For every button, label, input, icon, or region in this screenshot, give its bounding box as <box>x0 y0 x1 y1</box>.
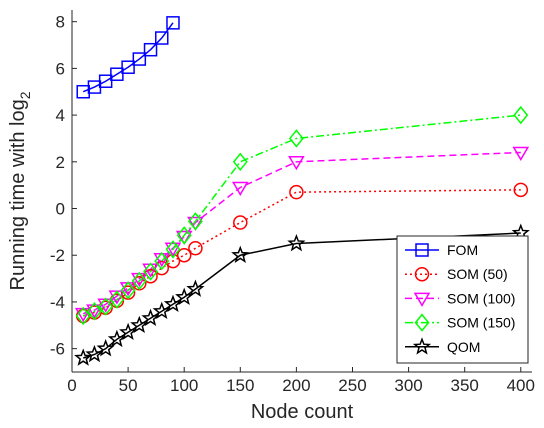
y-tick-label: 6 <box>56 59 65 78</box>
data-point-qom <box>175 287 194 306</box>
data-point-som-150 <box>176 226 192 245</box>
data-point-qom <box>141 308 160 327</box>
data-point-som-50 <box>188 240 203 256</box>
data-point-fom <box>121 60 135 74</box>
data-point-qom <box>74 348 93 366</box>
data-point-qom <box>118 322 138 341</box>
legend-marker-som-150 <box>414 313 430 332</box>
data-point-som-150 <box>154 251 170 271</box>
data-point-som-150 <box>187 212 203 231</box>
data-point-qom <box>107 329 127 348</box>
x-tick-label: 0 <box>67 376 76 395</box>
data-point-som-100 <box>86 304 103 319</box>
y-tick-label: -6 <box>50 340 65 359</box>
y-tick-label: 2 <box>56 153 65 172</box>
series-line-fom <box>82 22 174 93</box>
data-point-fom <box>132 52 147 66</box>
x-tick-label: 150 <box>226 376 254 395</box>
x-tick-label: 400 <box>507 376 535 395</box>
x-tick-label: 300 <box>394 376 422 395</box>
y-tick-label: 0 <box>56 200 65 219</box>
data-point-som-150 <box>513 105 529 125</box>
series-markers <box>74 16 530 366</box>
data-point-fom <box>166 16 180 30</box>
data-point-som-50 <box>233 215 248 230</box>
data-point-som-100 <box>231 181 249 196</box>
legend-marker-fom <box>415 243 429 257</box>
legend-label-som-50: SOM (50) <box>447 266 508 282</box>
series-line-qom <box>82 232 521 359</box>
legend-label-fom: FOM <box>447 242 478 258</box>
data-point-fom <box>110 67 124 81</box>
data-point-qom <box>163 294 183 313</box>
series-line-som-150 <box>82 114 521 317</box>
legend-marker-qom <box>412 337 432 355</box>
y-tick-label: -4 <box>50 293 65 312</box>
data-point-som-150 <box>143 262 159 281</box>
data-point-fom <box>76 84 90 99</box>
data-point-som-150 <box>232 152 248 171</box>
legend-marker-som-100 <box>413 292 431 307</box>
x-tick-label: 100 <box>170 376 198 395</box>
y-axis-title-subscript: 2 <box>17 91 33 99</box>
data-point-fom <box>143 42 158 57</box>
data-point-som-150 <box>120 281 136 300</box>
y-tick-label: -2 <box>50 246 65 265</box>
data-point-som-100 <box>512 146 530 161</box>
axis-ticks: 0 50 100 150 200 250 300 350 400 -6 -4 -2 0 2 4 6 8 <box>50 13 535 395</box>
data-point-som-150 <box>131 271 147 291</box>
x-tick-label: 200 <box>282 376 310 395</box>
x-axis-title: Node count <box>251 401 354 423</box>
legend-marker-som-50 <box>414 266 430 282</box>
data-point-som-100 <box>175 230 193 246</box>
data-point-som-100 <box>288 156 305 171</box>
data-point-som-150 <box>165 240 181 259</box>
data-point-qom <box>152 301 171 320</box>
data-point-fom <box>98 74 113 88</box>
y-tick-label: 4 <box>56 106 65 125</box>
data-point-som-150 <box>288 129 304 148</box>
data-point-som-50 <box>513 182 529 198</box>
legend-label-qom: QOM <box>447 339 480 355</box>
x-tick-label: 250 <box>338 376 366 395</box>
data-point-som-150 <box>86 302 102 321</box>
y-tick-label: 8 <box>56 13 65 32</box>
y-axis-title-main: Running time with log <box>7 99 29 290</box>
x-tick-label: 350 <box>450 376 478 395</box>
data-point-fom <box>155 31 169 45</box>
data-point-som-50 <box>176 247 192 263</box>
data-point-som-150 <box>109 290 125 309</box>
data-point-som-150 <box>75 306 91 326</box>
data-point-qom <box>85 344 104 363</box>
x-tick-label: 50 <box>119 376 138 395</box>
data-point-qom <box>96 339 115 357</box>
data-point-som-50 <box>289 184 304 200</box>
data-point-qom <box>231 245 250 263</box>
legend: FOM SOM (50) SOM (100) SOM (150) QOM <box>396 235 529 364</box>
data-point-qom <box>186 279 205 297</box>
data-point-som-150 <box>98 297 114 316</box>
data-point-som-100 <box>164 242 182 257</box>
data-point-som-100 <box>187 216 204 232</box>
legend-label-som-100: SOM (100) <box>447 290 515 306</box>
data-point-qom <box>130 315 149 334</box>
legend-label-som-150: SOM (150) <box>447 315 515 331</box>
data-point-qom <box>287 233 306 252</box>
y-axis-title: Running time with log2 <box>7 91 33 290</box>
